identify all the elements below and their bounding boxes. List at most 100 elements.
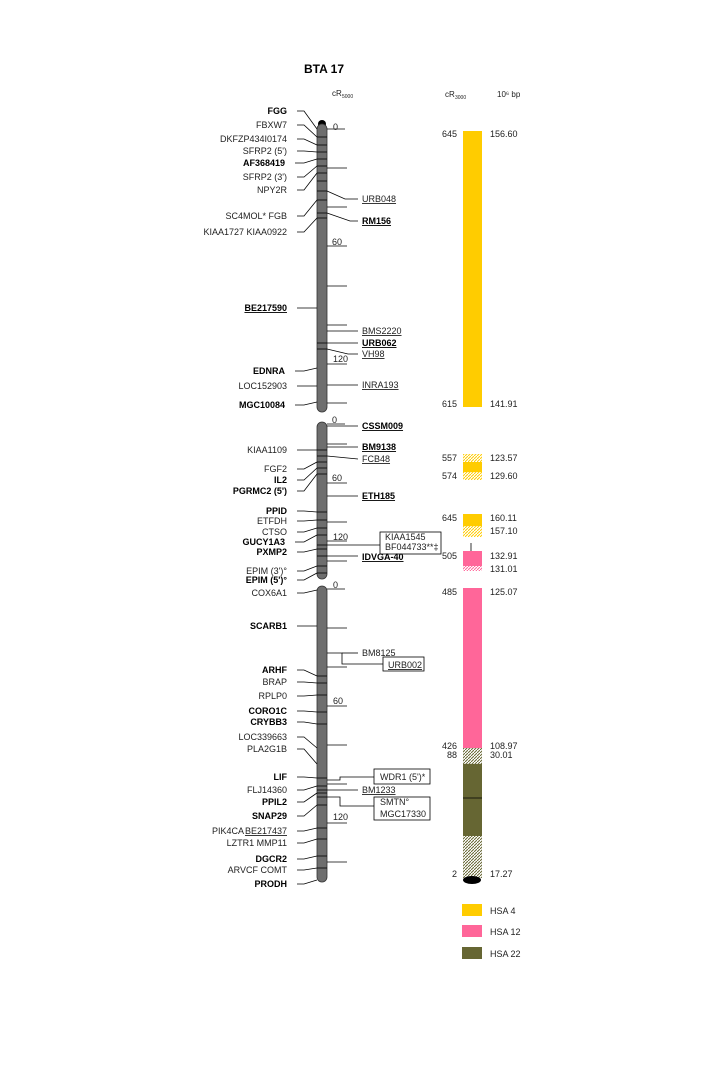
left-connector <box>297 792 318 803</box>
left-connector <box>297 165 318 178</box>
left-connector <box>295 534 318 543</box>
left-marker-label: PIK4CA <box>212 826 244 836</box>
chromosome-marker-ticks <box>317 136 327 869</box>
left-marker-label: EPIM (3')° <box>246 566 287 576</box>
right-scale-header: cR 3000 <box>445 90 466 101</box>
svg-text:cR: cR <box>445 90 455 99</box>
bp-label: 30.01 <box>490 750 513 760</box>
left-marker-label: IL2 <box>274 475 287 485</box>
left-marker-label: GUCY1A3 <box>242 537 285 547</box>
hsa4-block-2-hatch <box>463 454 482 462</box>
linkage-group-1 <box>316 123 328 413</box>
scale-ticks <box>327 128 347 863</box>
left-connector <box>297 527 318 533</box>
left-marker-label: PGRMC2 (5') <box>233 486 287 496</box>
left-connector <box>297 199 318 217</box>
left-marker-label: BRAP <box>262 677 287 687</box>
left-marker-label: FGG <box>268 106 288 116</box>
right-marker-label: MGC17330 <box>380 809 426 819</box>
right-marker-label: SMTN° <box>380 797 409 807</box>
left-marker-label: FGF2 <box>264 464 287 474</box>
cr-label: 557 <box>442 453 457 463</box>
hsa22-block <box>463 764 482 836</box>
left-marker-label: CRYBB3 <box>250 717 287 727</box>
hsa4-block-3-hatch <box>463 526 482 537</box>
left-marker-label: LOC152903 <box>238 381 287 391</box>
left-connector <box>297 669 318 677</box>
left-connector <box>297 694 318 697</box>
cr-label: 645 <box>442 129 457 139</box>
right-marker-label: VH98 <box>362 349 385 359</box>
left-connector <box>297 776 318 779</box>
scale-label: 120 <box>333 532 348 542</box>
scale-label: 120 <box>333 354 348 364</box>
legend-label: HSA 4 <box>490 906 516 916</box>
hsa12-block-2 <box>463 588 482 748</box>
hsa4-block-1 <box>463 131 482 407</box>
bp-label: 160.11 <box>490 513 517 523</box>
left-connector <box>297 548 318 553</box>
scale-label: 0 <box>333 580 338 590</box>
right-marker-label: BF044733**‡ <box>385 542 439 552</box>
right-marker-label: ETH185 <box>362 491 395 501</box>
cr-label: 2 <box>452 869 457 879</box>
box-kiaa1545 <box>379 531 442 555</box>
bp-label: 156.60 <box>490 129 518 139</box>
map-title: BTA 17 <box>304 62 344 76</box>
left-marker-label: NPY2R <box>257 185 288 195</box>
cr-label: 426 <box>442 741 457 751</box>
left-marker-label: CTSO <box>262 527 287 537</box>
box-urb002 <box>382 656 425 672</box>
left-marker-label: PPID <box>266 506 288 516</box>
left-connector <box>297 838 318 844</box>
left-connector <box>295 367 318 372</box>
left-connector <box>297 879 318 885</box>
left-marker-label: LZTR1 MMP11 <box>227 838 287 848</box>
right-marker-label: BMS2220 <box>362 326 402 336</box>
left-connector <box>297 721 318 725</box>
left-connector <box>297 589 318 594</box>
left-marker-label: KIAA1109 <box>247 445 287 455</box>
left-connector <box>297 827 318 832</box>
left-marker-label: SCARB1 <box>250 621 287 631</box>
hsa12-block-1-hatch <box>463 566 482 571</box>
left-connector <box>295 401 318 406</box>
legend-label: HSA 22 <box>490 949 521 959</box>
left-connector <box>297 510 318 513</box>
svg-text:3000: 3000 <box>455 95 466 101</box>
cr-label: 505 <box>442 551 457 561</box>
left-connector <box>297 565 318 572</box>
left-marker-label: AF368419 <box>243 158 285 168</box>
scale-label: 120 <box>333 812 348 822</box>
scale-label: 60 <box>333 696 343 706</box>
left-marker-label: PLA2G1B <box>247 744 287 754</box>
hsa22-hatch-top <box>463 748 482 764</box>
left-marker-label: BE217437 <box>245 826 287 836</box>
svg-text:cR: cR <box>332 89 342 98</box>
right-marker-label: URB062 <box>362 338 397 348</box>
left-marker-label: ARHF <box>262 665 287 675</box>
linkage-group-3 <box>316 585 328 883</box>
left-connector <box>297 748 318 765</box>
left-marker-label: ARVCF COMT <box>228 865 288 875</box>
right-marker-label: WDR1 (5')* <box>380 772 426 782</box>
left-connector <box>297 124 318 138</box>
marker-boxes <box>373 531 442 821</box>
box-smtn <box>373 796 431 821</box>
left-marker-label: PRODH <box>254 879 287 889</box>
hsa-blocks <box>463 131 482 884</box>
bp-label: 131.01 <box>490 564 518 574</box>
right-marker-label: BM9138 <box>362 442 396 452</box>
cr-label: 485 <box>442 587 457 597</box>
bp-label: 123.57 <box>490 453 518 463</box>
cr-label: 645 <box>442 513 457 523</box>
hsa4-block-2 <box>463 462 482 472</box>
bp-header: 10⁶ bp <box>497 90 521 99</box>
scale-tick-labels: 0 60 120 0 60 120 0 60 120 <box>332 122 348 822</box>
left-connector-lines <box>295 110 318 885</box>
left-marker-label: PPIL2 <box>262 797 287 807</box>
right-marker-label: BM8125 <box>362 648 396 658</box>
scale-label: 60 <box>332 473 342 483</box>
legend-swatch-hsa4 <box>462 904 482 916</box>
